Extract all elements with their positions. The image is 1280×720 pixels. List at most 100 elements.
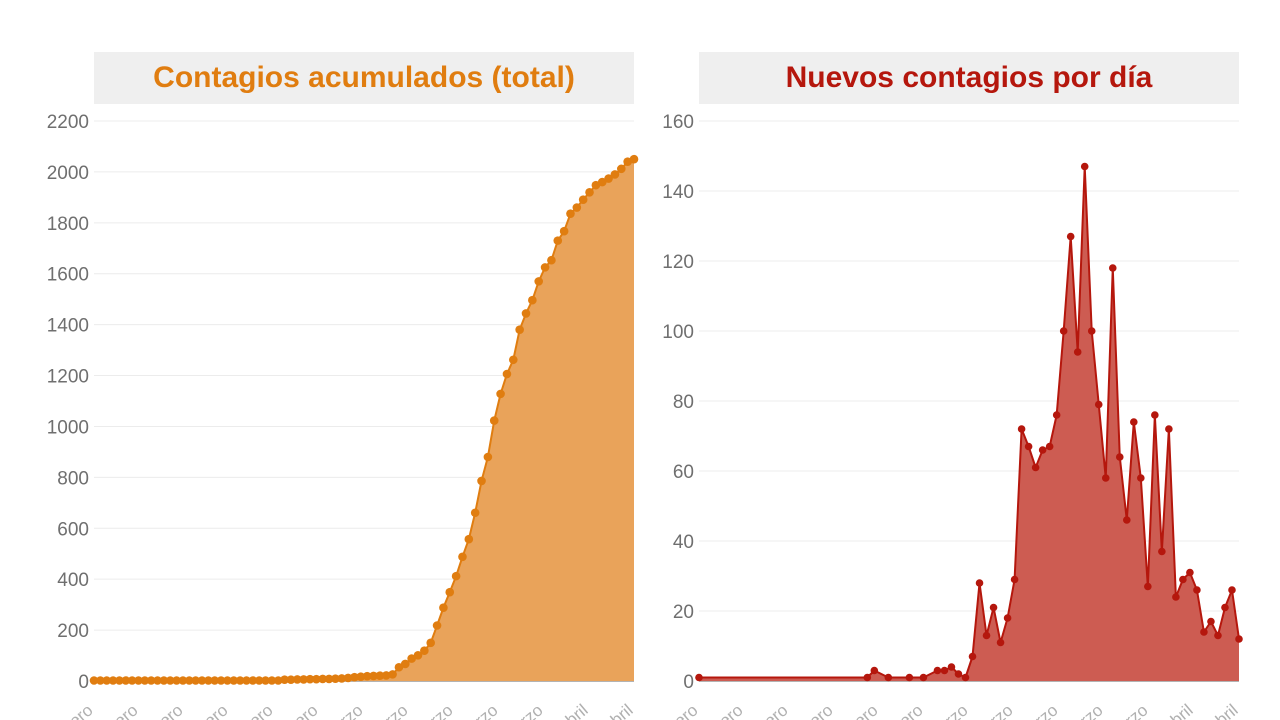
data-point (140, 676, 150, 685)
y-tick-label: 2200 (47, 112, 89, 133)
data-point (426, 638, 436, 648)
data-point (286, 675, 296, 685)
data-point (1221, 603, 1229, 612)
data-point (1235, 635, 1243, 643)
y-tick-label: 160 (662, 112, 694, 133)
data-point (1193, 586, 1201, 594)
chart-panel-cumulative: 0 200 400 600 800 1000 1200 1400 1600 1800 2000 220… (47, 52, 639, 720)
data-point (172, 676, 181, 685)
data-point (919, 673, 928, 682)
x-tick-label: Marzo (1013, 701, 1061, 720)
data-point (204, 676, 213, 685)
data-point (502, 369, 512, 379)
y-tick-label: 1800 (47, 214, 89, 235)
y-tick-label: 140 (662, 182, 694, 203)
data-point (954, 670, 963, 678)
data-point (451, 571, 461, 581)
data-point (312, 674, 321, 684)
y-tick-label: 1600 (47, 265, 89, 286)
chart-title-daily: Nuevos contagios por día (699, 52, 1239, 104)
x-tick-label: Marzo (923, 701, 971, 720)
data-point (1017, 425, 1026, 433)
data-point (477, 476, 486, 486)
data-point (578, 195, 588, 204)
data-point (362, 671, 372, 681)
data-point (350, 672, 359, 682)
data-point (961, 673, 970, 682)
y-tick-label: 40 (673, 532, 694, 553)
data-point (299, 675, 308, 684)
data-point (108, 676, 118, 685)
data-point (146, 676, 156, 685)
x-tick-label: Abril (598, 701, 636, 720)
chart-title-daily-text: Nuevos contagios por día (785, 61, 1153, 94)
data-point (508, 355, 518, 365)
data-point (1052, 411, 1061, 419)
data-point (153, 676, 162, 685)
data-point (127, 676, 137, 685)
data-point (1122, 516, 1131, 524)
data-point (210, 676, 220, 685)
data-point (191, 676, 200, 685)
y-tick-label: 20 (673, 602, 694, 623)
data-point (553, 236, 563, 245)
y-tick-label: 100 (662, 322, 694, 343)
data-point (458, 552, 467, 562)
data-point (515, 325, 524, 335)
data-point (940, 666, 949, 675)
data-point (159, 676, 169, 685)
x-tick-label: Marzo (498, 701, 546, 720)
data-point (604, 174, 613, 183)
data-point (1045, 442, 1054, 451)
data-point (1080, 162, 1089, 171)
data-point (947, 663, 956, 671)
y-tick-label: 80 (673, 392, 694, 413)
data-point (1214, 631, 1222, 640)
data-point (1137, 474, 1145, 482)
y-tick-label: 1200 (47, 367, 89, 388)
y-tick-label: 0 (683, 672, 694, 693)
data-point (375, 671, 385, 680)
data-point (96, 676, 105, 685)
data-point (407, 654, 416, 663)
data-point (254, 676, 264, 685)
data-point (445, 587, 455, 597)
data-point (1038, 446, 1047, 454)
data-point (331, 674, 340, 684)
data-point (968, 652, 977, 661)
x-tick-label: Abril (1158, 701, 1196, 720)
data-point (324, 674, 334, 684)
y-tick-label: 1400 (47, 316, 89, 337)
data-point (318, 674, 328, 684)
data-point (989, 603, 998, 612)
data-point (1228, 586, 1236, 594)
data-point (1073, 348, 1082, 356)
data-point (178, 676, 188, 685)
data-point (1024, 442, 1033, 451)
chart-title-cumulative: Contagios acumulados (total) (94, 52, 634, 104)
data-point (115, 676, 124, 685)
data-point (528, 295, 537, 305)
data-point (369, 671, 378, 681)
x-tick-label: Marzo (318, 701, 366, 720)
x-tick-label: Marzo (1103, 701, 1151, 720)
data-point (1144, 582, 1152, 591)
data-point (400, 659, 410, 669)
data-point (1101, 474, 1110, 482)
data-point (1130, 418, 1138, 426)
data-point (1151, 411, 1159, 419)
data-point (89, 676, 99, 685)
data-point (610, 170, 620, 179)
data-point (1003, 614, 1012, 622)
data-point (439, 603, 448, 612)
data-point (261, 676, 270, 685)
data-point (242, 676, 251, 685)
x-tick-label: Abril (1203, 701, 1241, 720)
data-point (343, 673, 353, 683)
data-point (534, 277, 544, 286)
data-point (597, 177, 607, 187)
data-point (1108, 264, 1117, 272)
data-point (1165, 425, 1173, 433)
data-point (870, 666, 879, 675)
data-point (1172, 593, 1180, 601)
